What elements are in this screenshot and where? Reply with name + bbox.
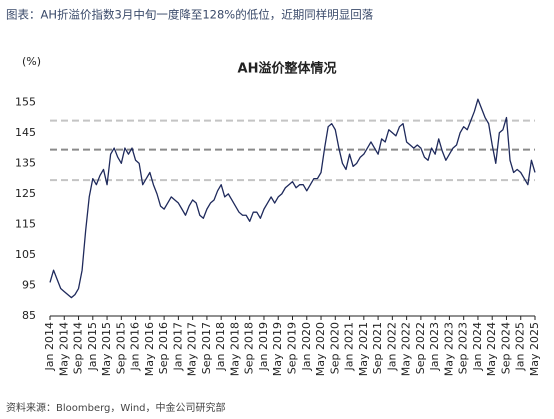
x-tick-label: Sep 2017 bbox=[200, 322, 213, 374]
x-tick-label: Jan 2023 bbox=[428, 322, 441, 371]
x-tick-label: Sep 2019 bbox=[286, 322, 299, 374]
x-tick-label: Jan 2014 bbox=[43, 322, 56, 371]
x-tick-label: May 2016 bbox=[143, 322, 156, 376]
x-tick-label: May 2017 bbox=[186, 322, 199, 376]
x-tick-label: Jan 2017 bbox=[171, 322, 184, 371]
x-tick-label: Sep 2022 bbox=[414, 322, 427, 374]
series-line bbox=[49, 98, 536, 299]
y-tick-label: 145 bbox=[15, 126, 36, 139]
x-tick-label: May 2024 bbox=[485, 322, 498, 376]
x-tick-label: Sep 2018 bbox=[243, 322, 256, 374]
x-tick-label: May 2018 bbox=[228, 322, 241, 376]
x-tick-label: Jan 2021 bbox=[343, 322, 356, 371]
x-tick-label: Jan 2025 bbox=[514, 322, 527, 371]
x-tick-label: May 2021 bbox=[357, 322, 370, 376]
x-tick-label: May 2014 bbox=[57, 322, 70, 376]
x-tick-label: Sep 2020 bbox=[328, 322, 341, 374]
y-tick-label: 85 bbox=[22, 309, 36, 322]
x-tick-label: Jan 2016 bbox=[129, 322, 142, 371]
y-tick-label: 125 bbox=[15, 187, 36, 200]
x-tick-label: Sep 2014 bbox=[72, 322, 85, 374]
header: 图表：AH折溢价指数3月中旬一度降至128%的低位，近期同样明显回落 bbox=[6, 8, 374, 22]
x-tick-label: May 2025 bbox=[528, 322, 541, 376]
x-tick-label: Sep 2016 bbox=[157, 322, 170, 374]
x-tick-label: Jan 2019 bbox=[257, 322, 270, 371]
x-tick-label: May 2019 bbox=[271, 322, 284, 376]
source: 资料来源：Bloomberg，Wind，中金公司研究部 bbox=[6, 401, 226, 414]
y-tick-label: 155 bbox=[15, 95, 36, 108]
x-tick-label: Sep 2024 bbox=[499, 322, 512, 374]
x-tick-label: May 2023 bbox=[442, 322, 455, 376]
x-tick-label: Sep 2015 bbox=[114, 322, 127, 374]
y-tick-label: 105 bbox=[15, 248, 36, 261]
y-tick-label: 115 bbox=[15, 217, 36, 230]
x-tick-label: Jan 2024 bbox=[471, 322, 484, 371]
x-tick-label: Jan 2015 bbox=[86, 322, 99, 371]
x-tick-label: May 2022 bbox=[400, 322, 413, 376]
x-tick-label: Jan 2022 bbox=[385, 322, 398, 371]
y-unit: (%) bbox=[22, 55, 41, 68]
x-tick-label: May 2015 bbox=[100, 322, 113, 376]
x-tick-label: May 2020 bbox=[314, 322, 327, 376]
x-tick-label: Jan 2018 bbox=[214, 322, 227, 371]
x-tick-label: Jan 2020 bbox=[300, 322, 313, 371]
y-tick-label: 95 bbox=[22, 278, 36, 291]
y-tick-label: 135 bbox=[15, 156, 36, 169]
x-tick-label: Sep 2021 bbox=[371, 322, 384, 374]
chart-title: AH溢价整体情况 bbox=[238, 61, 337, 77]
x-tick-label: Sep 2023 bbox=[457, 322, 470, 374]
